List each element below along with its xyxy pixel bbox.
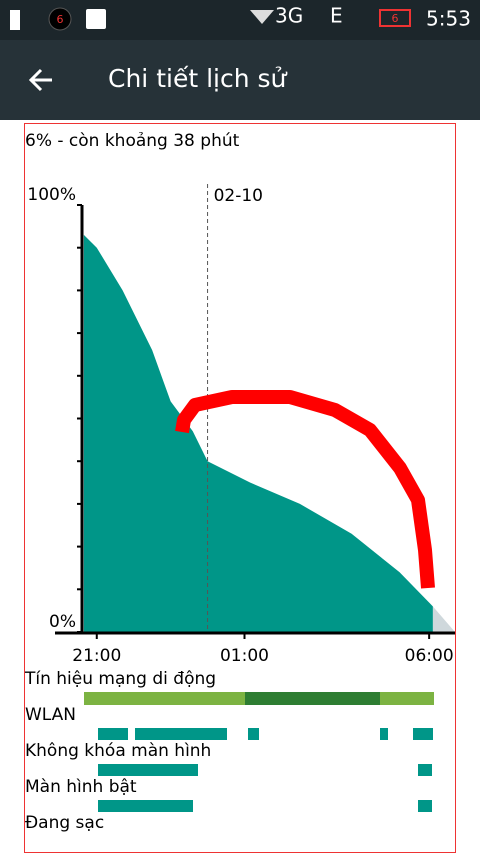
wifi-icon xyxy=(250,10,274,24)
history-rows: Tín hiệu mạng di động WLAN Không khóa màn … xyxy=(24,669,216,833)
toolbar-title: Chi tiết lịch sử xyxy=(108,64,288,93)
notification-icon xyxy=(48,7,72,31)
back-button[interactable] xyxy=(28,68,52,92)
date-marker-label: 02-10 xyxy=(214,186,263,206)
screen-on-bar xyxy=(418,800,432,812)
wlan-bar xyxy=(248,728,259,740)
alert-icon xyxy=(10,10,20,30)
row-label: WLAN xyxy=(25,705,76,725)
timeline-bars xyxy=(84,692,434,812)
status-bar xyxy=(0,0,480,40)
clock: 5:53 xyxy=(426,7,471,31)
scribble-annotation xyxy=(175,390,435,589)
y-tick-label: 100% xyxy=(27,185,76,205)
network-type: 3G xyxy=(275,4,303,28)
x-tick-label: 01:00 xyxy=(220,646,269,666)
battery-level: 6 xyxy=(392,12,399,25)
screen-bar xyxy=(98,764,198,776)
summary: 6% - còn khoảng 38 phút xyxy=(25,131,240,151)
row-label: Màn hình bật xyxy=(25,777,137,797)
y-tick-label: 0% xyxy=(49,612,76,632)
wlan-bar xyxy=(98,728,128,740)
toolbar xyxy=(0,40,480,120)
x-tick-label: 21:00 xyxy=(72,646,121,666)
debug-outline xyxy=(24,123,456,853)
x-tick-label: 06:00 xyxy=(405,646,454,666)
projected-area xyxy=(432,606,455,632)
clipboard-icon xyxy=(86,9,106,29)
screen-bar xyxy=(418,764,432,776)
battery-icon xyxy=(379,9,411,27)
wlan-bar xyxy=(413,728,433,740)
battery-chart: 0% 100% 21:00 01:00 06:00 02-10 xyxy=(27,184,455,666)
signal-bar xyxy=(245,692,380,705)
wlan-bar xyxy=(135,728,227,740)
row-label: Đang sạc xyxy=(25,813,104,833)
notification-count: 6 xyxy=(57,13,64,26)
wlan-bar xyxy=(380,728,388,740)
screen-on-bar xyxy=(98,800,193,812)
row-label: Không khóa màn hình xyxy=(25,741,211,761)
network-type: E xyxy=(330,4,343,28)
battery-area xyxy=(83,234,433,632)
row-label: Tín hiệu mạng di động xyxy=(24,669,216,689)
